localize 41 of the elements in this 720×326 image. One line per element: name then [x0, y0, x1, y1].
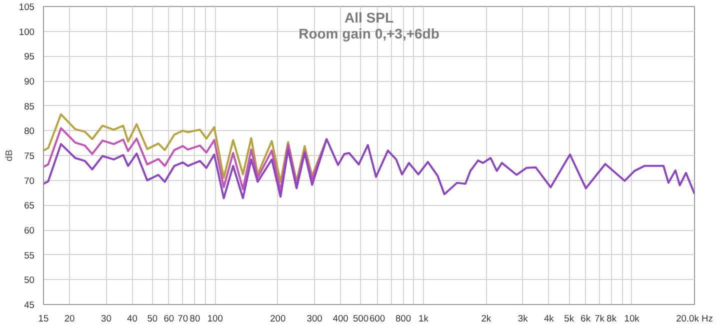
- x-tick-label: 1k: [418, 314, 429, 324]
- y-tick-label: 80: [24, 126, 35, 136]
- y-tick-label: 50: [24, 275, 35, 286]
- x-tick-label: 7k: [594, 314, 605, 324]
- y-tick-label: 100: [18, 26, 35, 37]
- x-tick-label: 4k: [544, 314, 554, 324]
- x-tick-label: 30: [101, 314, 112, 324]
- y-tick-label: 75: [24, 151, 35, 161]
- x-tick-label: 10k: [624, 314, 640, 324]
- y-tick-label: 105: [18, 2, 35, 12]
- x-tick-label: 3k: [518, 314, 528, 324]
- y-tick-label: 45: [24, 300, 35, 310]
- x-tick-label: 200: [270, 314, 286, 324]
- y-axis-title: dB: [4, 150, 14, 162]
- x-tick-label: 40: [127, 314, 138, 324]
- x-tick-label: 400: [332, 314, 348, 324]
- y-tick-label: 65: [24, 200, 35, 211]
- x-tick-label: 60: [164, 314, 174, 324]
- x-tick-label: 15: [38, 314, 49, 324]
- y-tick-label: 85: [24, 101, 35, 112]
- x-tick-label: 20: [64, 314, 75, 324]
- text: Room gain 0,+3,+6db: [298, 26, 440, 42]
- x-tick-label: 5k: [564, 314, 574, 324]
- x-tick-label: 70: [178, 314, 188, 324]
- y-tick-label: 90: [24, 76, 35, 86]
- y-tick-label: 70: [24, 176, 35, 186]
- chart-title: All SPL: [344, 10, 394, 26]
- x-tick-label: 300: [306, 314, 322, 324]
- x-tick-label: 20.0k Hz: [676, 314, 714, 324]
- y-tick-label: 95: [24, 52, 35, 62]
- x-tick-label: 50: [147, 314, 158, 324]
- x-tick-label: 8k: [606, 314, 617, 324]
- x-tick-label: 500: [352, 314, 369, 324]
- y-tick-label: 60: [24, 226, 35, 236]
- x-tick-label: 600: [369, 314, 386, 324]
- x-tick-label: 2k: [481, 314, 492, 324]
- x-tick-label: 6k: [580, 314, 591, 324]
- x-tick-label: 100: [207, 314, 223, 324]
- y-tick-label: 55: [24, 250, 35, 260]
- x-tick-label: 80: [190, 314, 200, 324]
- x-tick-label: 800: [395, 314, 412, 324]
